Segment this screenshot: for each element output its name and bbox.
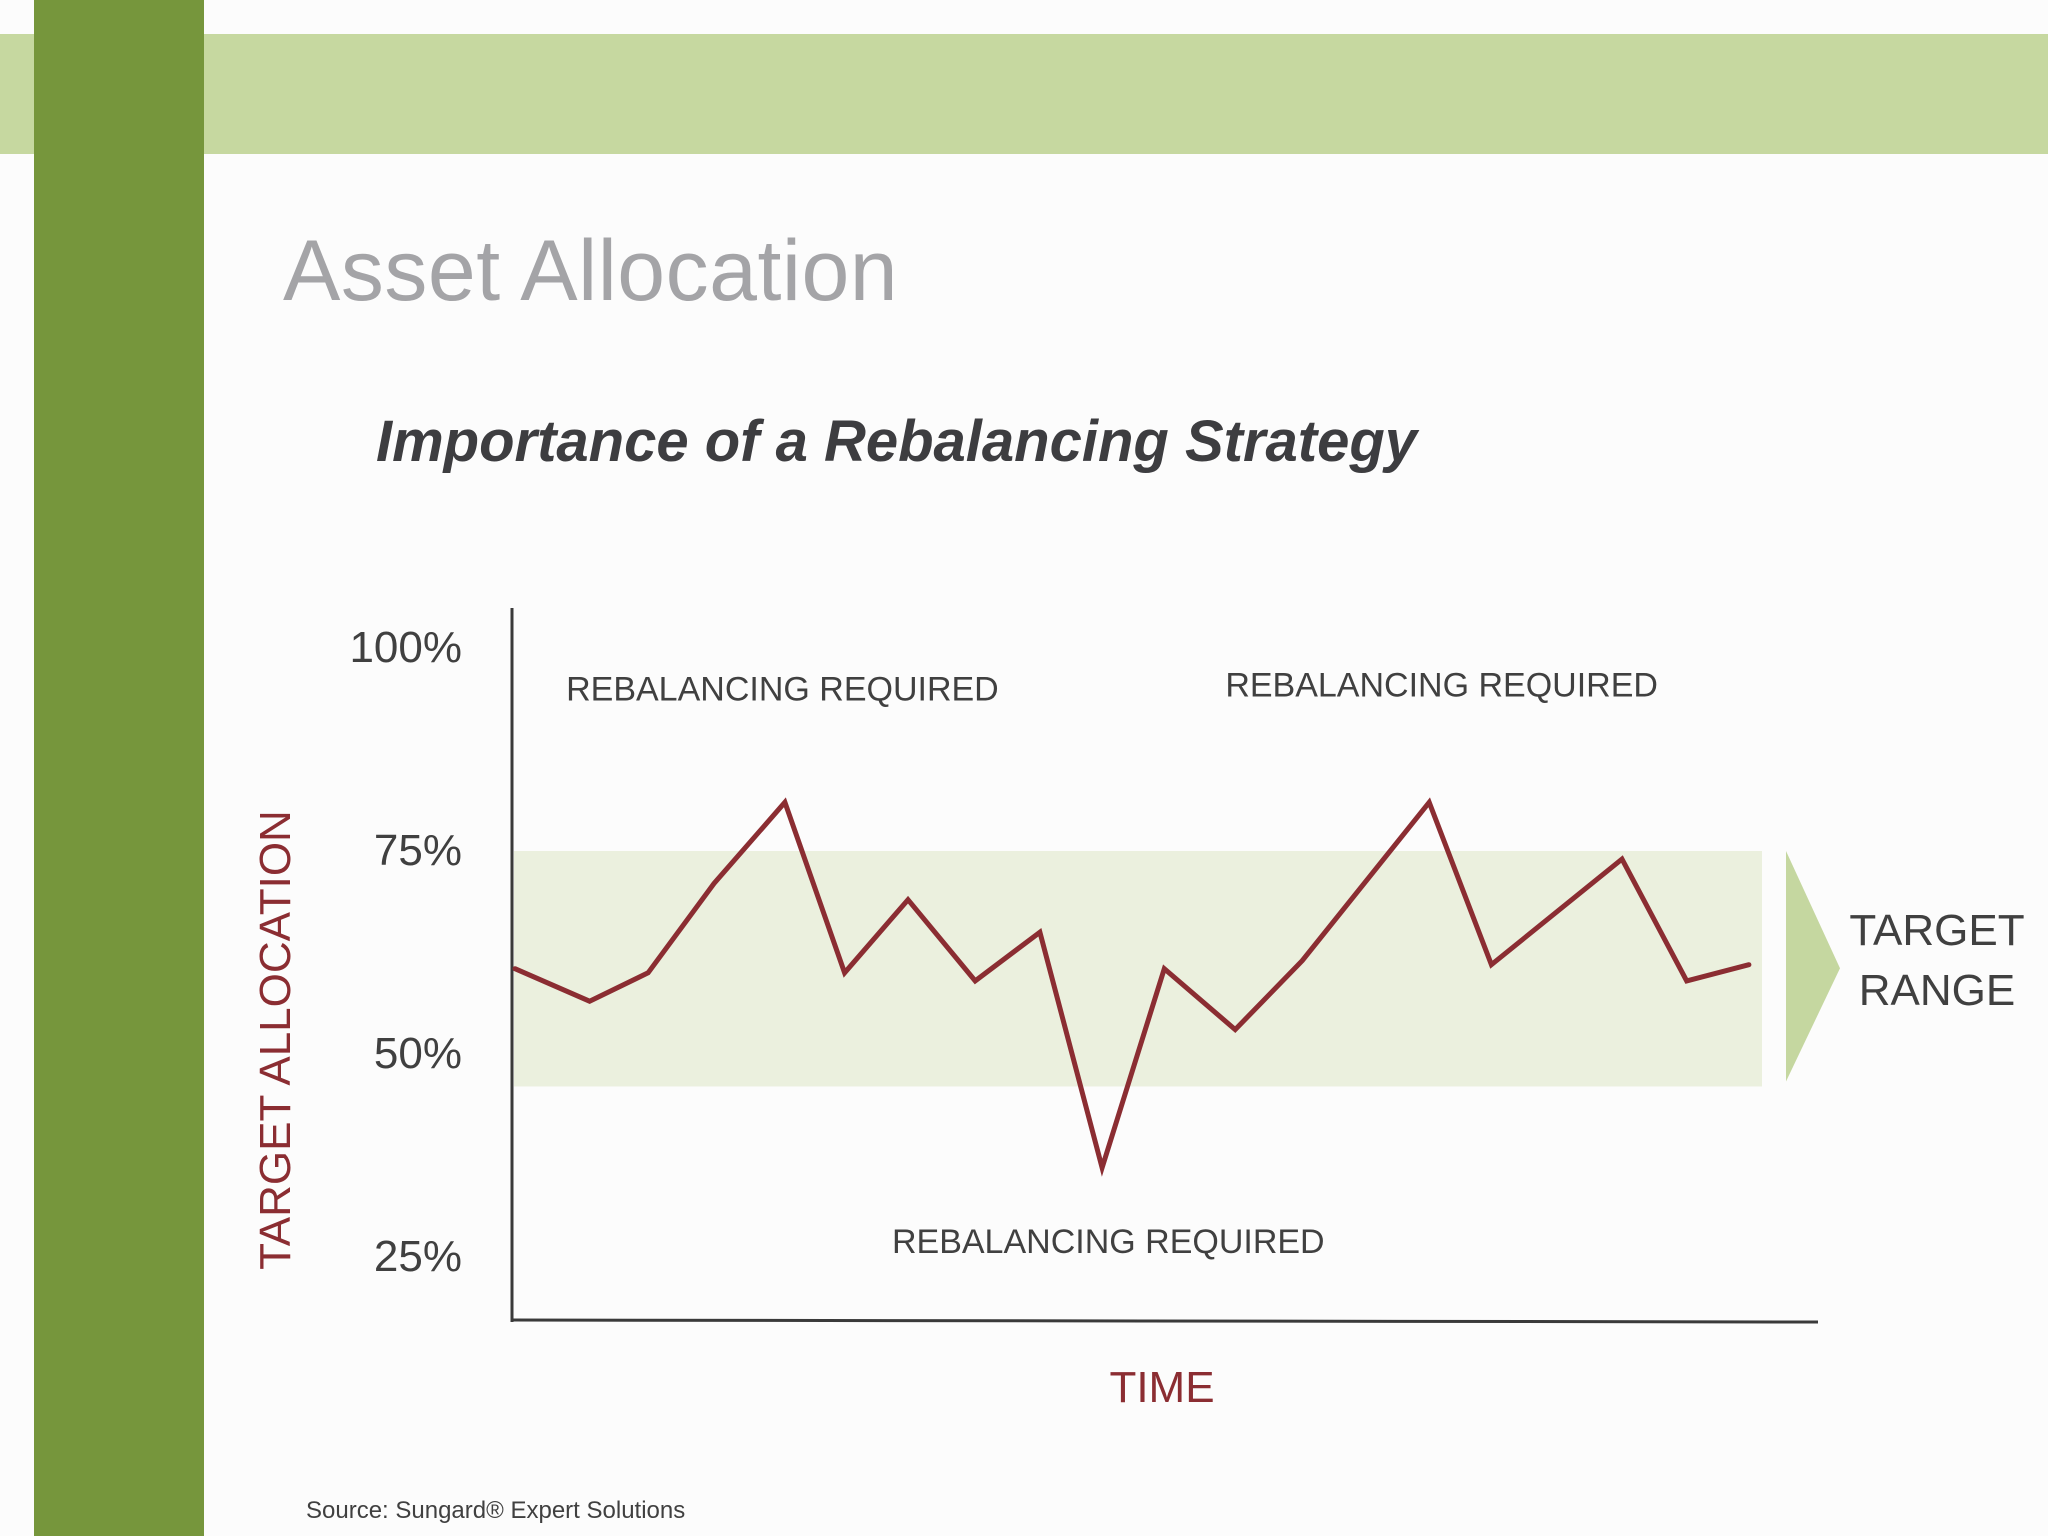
rebalancing-annotation: REBALANCING REQUIRED — [1225, 667, 1658, 705]
side-accent-bar — [34, 0, 204, 1536]
slide-title: Asset Allocation — [283, 223, 899, 319]
chart-title: Importance of a Rebalancing Strategy — [376, 409, 1418, 474]
y-tick-label: 100% — [349, 623, 462, 672]
y-axis-label: TARGET ALLOCATION — [251, 810, 300, 1270]
rebalancing-annotation: REBALANCING REQUIRED — [566, 671, 999, 709]
target-range-arrow — [1786, 851, 1840, 1082]
x-axis-label: TIME — [1109, 1363, 1214, 1412]
y-tick-label: 25% — [374, 1232, 462, 1281]
rebalancing-annotation: REBALANCING REQUIRED — [892, 1223, 1325, 1261]
header-band — [0, 34, 2048, 154]
target-range-label: RANGE — [1859, 966, 2015, 1015]
source-note: Source: Sungard® Expert Solutions — [306, 1497, 686, 1524]
y-tick-label: 75% — [374, 826, 462, 875]
x-axis — [511, 1318, 1819, 1324]
target-range-label: TARGET — [1849, 906, 2024, 955]
allocation-line — [512, 797, 1752, 1177]
y-tick-label: 50% — [374, 1029, 462, 1078]
